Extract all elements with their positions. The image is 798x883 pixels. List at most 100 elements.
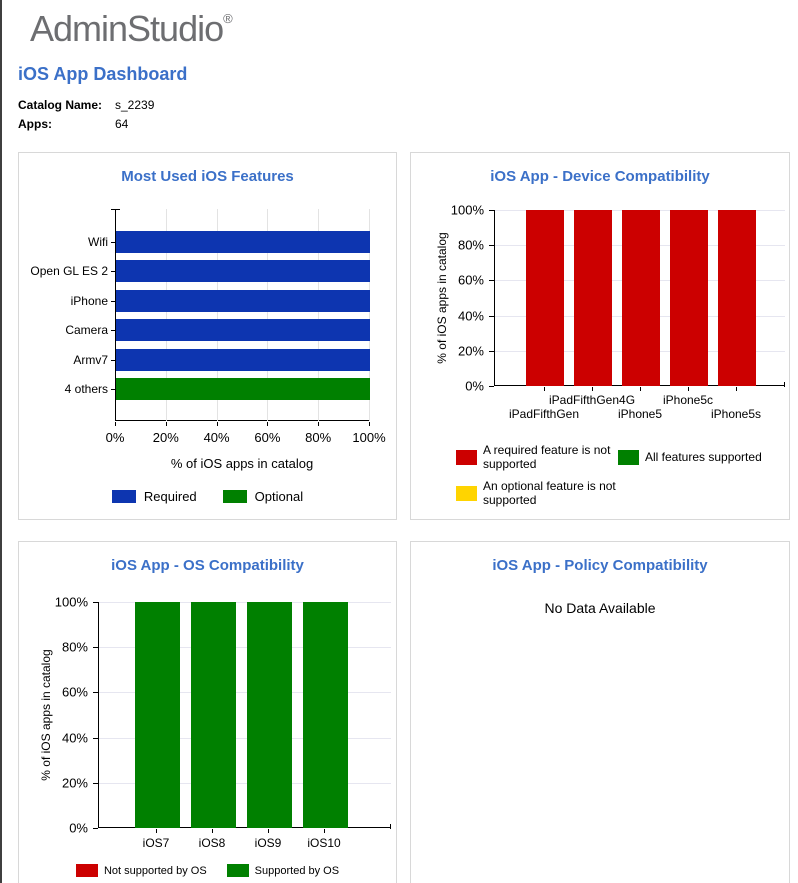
legend-item: An optional feature is not supported bbox=[456, 479, 618, 507]
panel-os-compatibility: iOS App - OS Compatibility iOS7 iOS8 iOS9 i… bbox=[18, 541, 397, 883]
chart-title-device-compatibility: iOS App - Device Compatibility bbox=[490, 168, 710, 185]
y-axis-tick bbox=[93, 602, 98, 603]
y-tick-label: 40% bbox=[61, 730, 88, 746]
bar-wifi bbox=[116, 230, 370, 253]
legend-item: A required feature is not supported bbox=[456, 443, 618, 471]
y-tick-label: 0% bbox=[69, 820, 88, 836]
y-tick-label: 60% bbox=[61, 684, 88, 700]
x-tick-label: 40% bbox=[203, 430, 230, 445]
category-label: 4 others bbox=[64, 382, 108, 397]
gridline bbox=[99, 782, 391, 784]
legend-item: Required bbox=[111, 489, 197, 504]
catalog-name-row: Catalog Name: s_2239 bbox=[18, 98, 154, 112]
registered-trademark-icon: ® bbox=[223, 11, 233, 26]
legend-item: Optional bbox=[222, 489, 304, 504]
chart-title-most-used-ios-features: Most Used iOS Features bbox=[121, 168, 294, 185]
panel-policy-compatibility: iOS App - Policy Compatibility No Data A… bbox=[410, 541, 790, 883]
legend-label: An optional feature is not supported bbox=[483, 479, 616, 507]
legend-label: All features supported bbox=[645, 450, 762, 464]
legend-item: Supported by OS bbox=[226, 864, 340, 877]
legend-label: Supported by OS bbox=[254, 864, 340, 877]
x-axis-tick bbox=[640, 387, 641, 391]
legend-swatch-green bbox=[222, 490, 247, 503]
y-axis-tick bbox=[489, 210, 494, 211]
y-tick-label: 100% bbox=[54, 594, 88, 610]
plot-area bbox=[98, 602, 391, 828]
plot-area bbox=[494, 210, 785, 386]
x-axis-tick bbox=[369, 422, 370, 426]
x-axis-tick bbox=[156, 829, 157, 833]
x-axis-tick bbox=[212, 829, 213, 833]
category-label: iPhone bbox=[70, 293, 108, 308]
y-axis-endcap-tick bbox=[111, 209, 120, 210]
os-compatibility-chart: iOS7 iOS8 iOS9 iOS10 0% 20% 40% 60% 80% 100% % of … bbox=[19, 542, 396, 883]
x-axis-tick bbox=[267, 422, 269, 426]
y-axis-title: % of iOS apps in catalog bbox=[39, 649, 53, 781]
legend-item: All features supported bbox=[618, 443, 762, 471]
gridline bbox=[99, 602, 391, 603]
category-label: iPhone5s bbox=[710, 407, 762, 421]
bar-open-gl-es-2 bbox=[116, 260, 370, 283]
gridline bbox=[318, 209, 320, 421]
category-label: Camera bbox=[65, 323, 108, 338]
bar-ios9 bbox=[246, 602, 292, 828]
window-left-border bbox=[0, 0, 2, 883]
category-tick bbox=[111, 359, 115, 361]
category-label: iPadFifthGen bbox=[508, 407, 580, 421]
x-axis-title: % of iOS apps in catalog bbox=[170, 456, 314, 471]
x-tick-label: 80% bbox=[305, 430, 332, 445]
apps-label: Apps: bbox=[18, 117, 52, 131]
legend-swatch-red bbox=[456, 449, 477, 465]
legend-swatch-green bbox=[618, 449, 639, 465]
gridline bbox=[165, 209, 167, 421]
category-label: Open GL ES 2 bbox=[30, 264, 108, 279]
x-axis-endcap-tick bbox=[784, 382, 785, 387]
chart-legend: Not supported by OS Supported by OS bbox=[19, 864, 396, 877]
page-title: iOS App Dashboard bbox=[18, 64, 188, 84]
bar-ipadfifthgen bbox=[526, 210, 564, 386]
bar-ios7 bbox=[134, 602, 180, 828]
category-label: Wifi bbox=[88, 234, 108, 249]
x-axis-tick bbox=[318, 422, 320, 426]
category-label: iPhone5 bbox=[617, 407, 663, 421]
category-label: iPadFifthGen4G bbox=[548, 393, 636, 407]
no-data-message: No Data Available bbox=[544, 600, 656, 616]
category-label: iOS10 bbox=[307, 836, 341, 850]
bar-ipadfifthgen4g bbox=[574, 210, 612, 386]
bar-4-others bbox=[116, 378, 370, 401]
catalog-name-label: Catalog Name: bbox=[18, 98, 103, 112]
y-axis-tick bbox=[489, 386, 494, 387]
legend-swatch-yellow bbox=[456, 485, 477, 501]
y-tick-label: 80% bbox=[61, 639, 88, 655]
category-label: iOS9 bbox=[254, 836, 282, 850]
x-axis-tick bbox=[115, 422, 116, 426]
category-tick bbox=[111, 241, 115, 243]
x-axis-tick bbox=[324, 829, 325, 833]
category-label: Armv7 bbox=[73, 352, 108, 367]
logo-text: AdminStudio bbox=[30, 8, 224, 49]
bar-iphone bbox=[116, 289, 370, 312]
y-axis-tick bbox=[489, 350, 494, 352]
chart-legend: A required feature is not supported All f… bbox=[456, 443, 762, 507]
bar-camera bbox=[116, 319, 370, 342]
legend-label: Required bbox=[143, 489, 197, 504]
category-label: iPhone5c bbox=[662, 393, 714, 407]
y-axis-tick bbox=[489, 245, 494, 247]
y-axis-tick bbox=[93, 782, 98, 784]
legend-swatch-blue bbox=[111, 490, 136, 503]
y-axis-tick bbox=[93, 737, 98, 739]
x-axis-tick bbox=[736, 387, 737, 391]
x-tick-label: 0% bbox=[105, 430, 125, 445]
chart-title-policy-compatibility: iOS App - Policy Compatibility bbox=[492, 557, 708, 574]
legend-label: Optional bbox=[254, 489, 304, 504]
y-tick-label: 0% bbox=[465, 378, 484, 394]
x-axis-tick bbox=[165, 422, 167, 426]
category-label: iOS7 bbox=[142, 836, 170, 850]
y-tick-label: 80% bbox=[457, 237, 484, 253]
panel-most-used-ios-features: Most Used iOS Features Wifi Open GL ES 2 i… bbox=[18, 152, 397, 520]
legend-swatch-red bbox=[75, 864, 98, 877]
device-compatibility-chart: iPadFifthGen iPadFifthGen4G iPhone5 iPhone5… bbox=[411, 153, 789, 519]
legend-item: Not supported by OS bbox=[75, 864, 207, 877]
legend-swatch-green bbox=[226, 864, 249, 877]
category-tick bbox=[111, 271, 115, 273]
